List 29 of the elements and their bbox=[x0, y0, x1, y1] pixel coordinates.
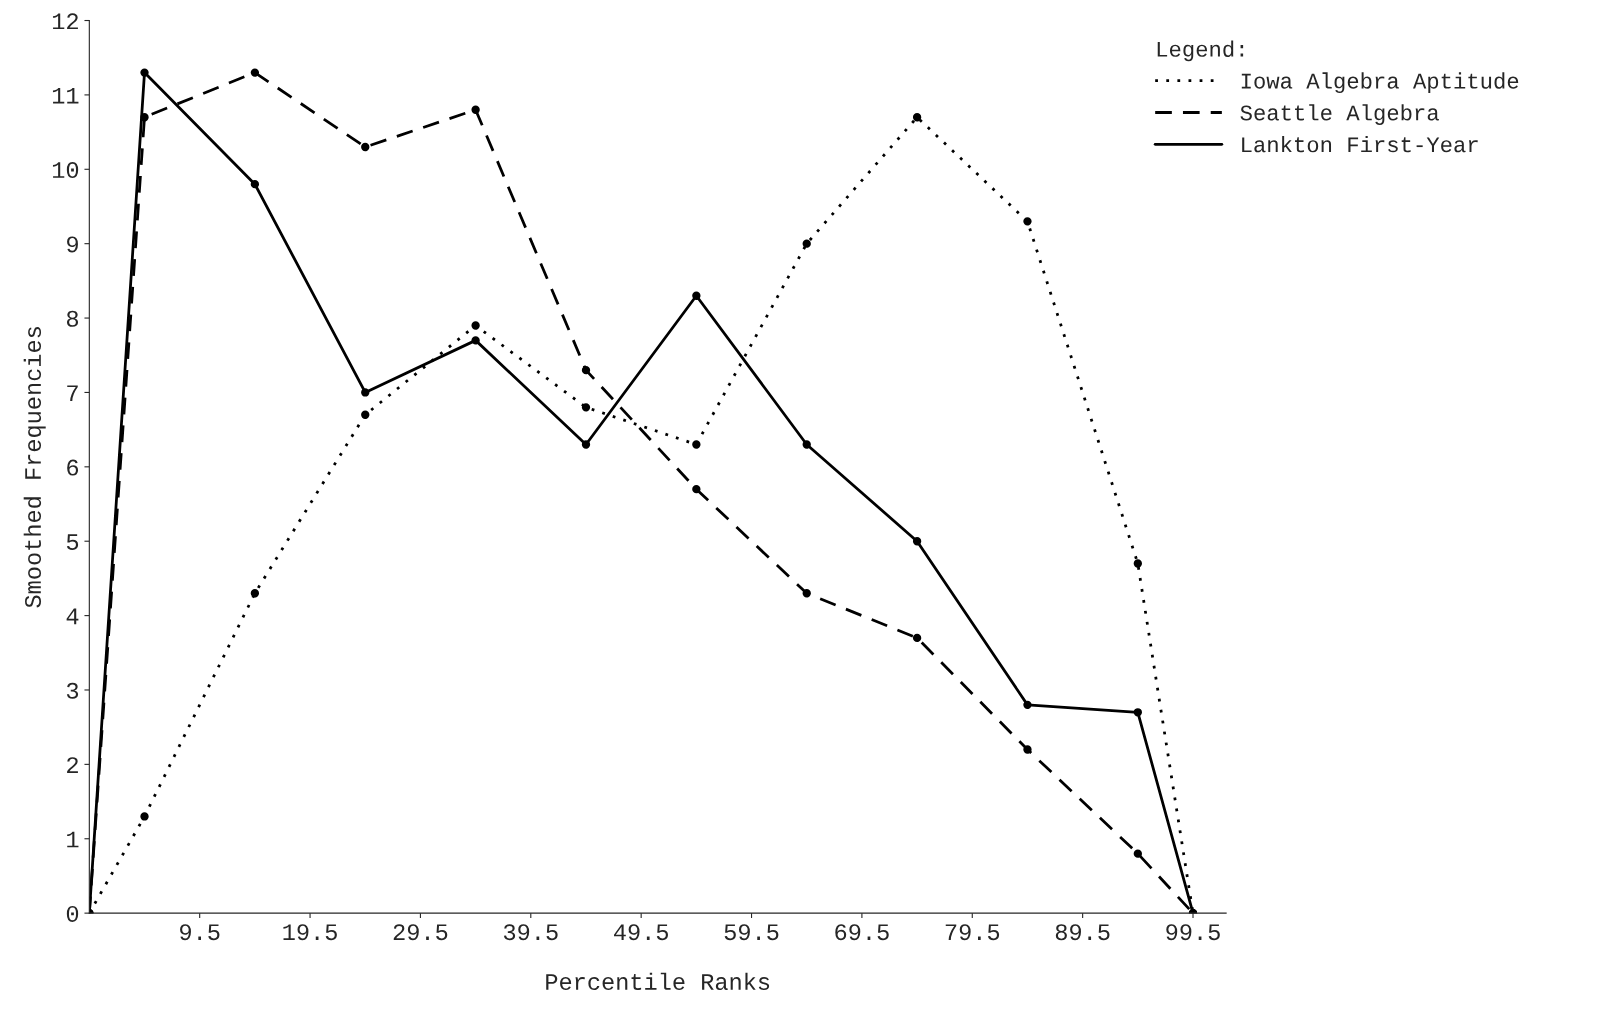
y-tick-label: 4 bbox=[66, 608, 79, 625]
y-tick-label: 2 bbox=[67, 757, 78, 773]
x-tick-label: 29.5 bbox=[393, 924, 448, 941]
x-tick-label: 49.5 bbox=[614, 924, 668, 941]
y-tick-label: 7 bbox=[67, 385, 78, 401]
x-tick-label: 69.5 bbox=[835, 924, 889, 941]
y-tick-label: 3 bbox=[66, 682, 79, 699]
x-tick-label: 59.5 bbox=[724, 924, 779, 941]
y-tick-label: 10 bbox=[52, 162, 79, 179]
legend-label: Iowa Algebra Aptitude bbox=[1241, 72, 1519, 94]
y-tick-label: 5 bbox=[66, 534, 79, 550]
x-tick-label: 79.5 bbox=[945, 924, 1000, 941]
y-axis-title: Smoothed Frequencies bbox=[23, 327, 46, 608]
y-tick-label: 9 bbox=[67, 236, 78, 253]
y-tick-label: 1 bbox=[67, 831, 79, 848]
x-tick-label: 99.5 bbox=[1166, 924, 1220, 941]
x-axis-title: Percentile Ranks bbox=[546, 972, 770, 990]
x-tick-label: 19.5 bbox=[283, 924, 337, 941]
y-tick-label: 12 bbox=[52, 13, 78, 30]
legend-label: Seattle Algebra bbox=[1240, 104, 1439, 125]
legend-title: Legend: bbox=[1157, 40, 1244, 62]
y-tick-label: 8 bbox=[66, 310, 79, 327]
x-tick-label: 89.5 bbox=[1055, 924, 1110, 941]
legend-label: Lankton First-Year bbox=[1242, 136, 1478, 153]
x-tick-label: 9.5 bbox=[180, 924, 220, 941]
x-tick-label: 39.5 bbox=[503, 924, 558, 941]
y-tick-label: 6 bbox=[67, 459, 79, 476]
y-tick-label: 11 bbox=[52, 87, 79, 104]
y-tick-label: 0 bbox=[66, 905, 79, 922]
